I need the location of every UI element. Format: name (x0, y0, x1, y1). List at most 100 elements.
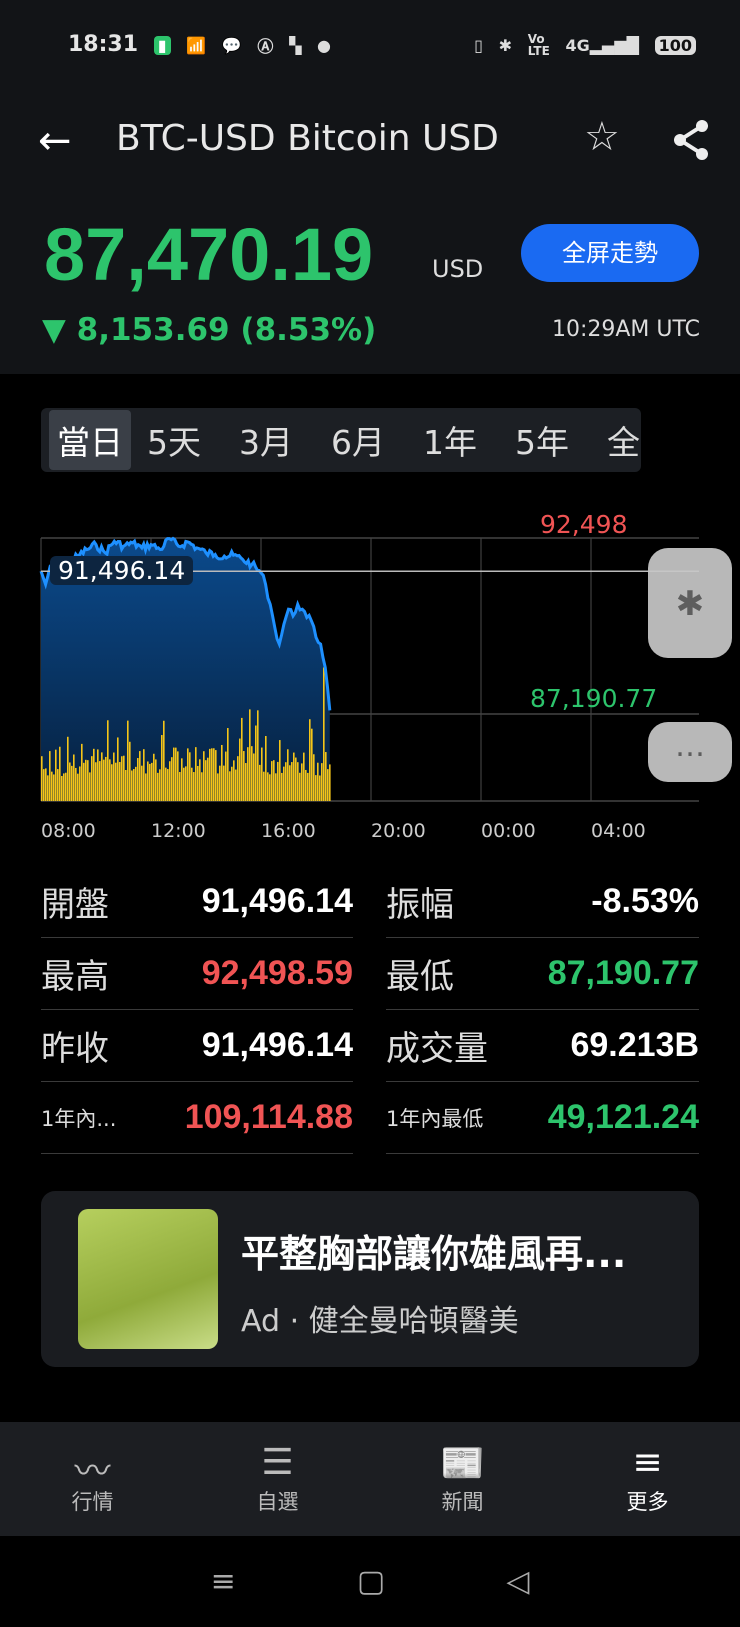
volume-bar (269, 774, 271, 801)
volume-bar (81, 743, 83, 801)
volume-bar (227, 728, 229, 801)
stat-label: 振幅 (386, 885, 454, 925)
volume-bar (317, 762, 319, 801)
volume-bar (289, 765, 291, 801)
volume-bar (113, 752, 115, 801)
volume-bar (73, 754, 75, 801)
floating-more-panel[interactable]: … (648, 722, 732, 782)
volume-bar (209, 748, 211, 801)
volume-bar (191, 767, 193, 801)
stat-value: 49,121.24 (547, 1098, 699, 1136)
nav-market[interactable]: 〰行情 (0, 1422, 185, 1536)
volume-bar (173, 747, 175, 801)
volume-bar (319, 775, 321, 801)
volume-bar (299, 772, 301, 801)
volume-bar (163, 720, 165, 801)
volume-bar (201, 772, 203, 801)
volume-bar (185, 766, 187, 801)
fullscreen-chart-button[interactable]: 全屏走勢 (521, 224, 699, 282)
volume-bar (265, 736, 267, 801)
volume-bar (253, 753, 255, 801)
stat-4: 昨收 91,496.14 (41, 1010, 353, 1082)
volume-bar (69, 762, 71, 801)
more-icon: … (675, 729, 705, 764)
share-icon[interactable] (672, 118, 712, 166)
news-icon: 📰 (440, 1443, 485, 1484)
volume-bar (239, 738, 241, 801)
volume-bar (55, 749, 57, 801)
system-nav: ≡ ▢ ◁ (0, 1536, 740, 1627)
recents-icon[interactable]: ≡ (210, 1564, 236, 1599)
tab-6m[interactable]: 6月 (331, 423, 385, 462)
status-right: ▯ ✱ Vo LTE 4G▂▄▆█ 100 (466, 32, 696, 57)
volume-bar (199, 759, 201, 801)
stat-value: 87,190.77 (547, 954, 699, 992)
tab-1d[interactable]: 當日 (49, 410, 131, 470)
x-tick-label: 00:00 (481, 820, 536, 842)
nav-watchlist[interactable]: ☰ 自選 (185, 1422, 370, 1536)
back-icon[interactable]: ◁ (506, 1564, 530, 1599)
stat-1: 振幅 -8.53% (386, 866, 699, 938)
volume-bar (241, 717, 243, 801)
volume-bar (127, 720, 129, 801)
volume-bar (75, 767, 77, 801)
volume-bar (135, 766, 137, 801)
tab-5d[interactable]: 5天 (147, 423, 201, 462)
volume-bar (273, 760, 275, 801)
volume-bar (137, 758, 139, 801)
volume-bar (141, 765, 143, 801)
floating-bluetooth-panel[interactable]: ✱ (648, 548, 732, 658)
tab-5y[interactable]: 5年 (515, 423, 569, 462)
volume-bar (313, 754, 315, 801)
stat-value: 91,496.14 (201, 882, 353, 920)
volume-bar (309, 719, 311, 801)
tab-all[interactable]: 全部 (607, 423, 641, 462)
volume-bar (297, 762, 299, 801)
dot-icon: ● (317, 35, 332, 55)
volume-bar (85, 759, 87, 801)
volume-bar (203, 751, 205, 801)
stat-label: 成交量 (386, 1029, 488, 1069)
volume-bar (57, 769, 59, 801)
tab-3m[interactable]: 3月 (239, 423, 293, 462)
ad-card[interactable]: 平整胸部讓你雄風再... Ad · 健全曼哈頓醫美 (41, 1191, 699, 1367)
volume-bar (63, 773, 65, 801)
volume-bar (65, 772, 67, 801)
volume-bar (109, 759, 111, 801)
tab-1y[interactable]: 1年 (423, 423, 477, 462)
signal-4g-icon: 4G▂▄▆█ (565, 35, 639, 55)
volume-bar (145, 773, 147, 801)
volume-bar (119, 761, 121, 801)
quote-time: 10:29AM UTC (551, 317, 700, 342)
home-icon[interactable]: ▢ (356, 1564, 386, 1599)
volume-bar (177, 751, 179, 801)
volume-bar (89, 772, 91, 801)
nav-more[interactable]: ≡ 更多 (555, 1422, 740, 1536)
volume-bar (303, 752, 305, 801)
status-time: 18:31 (68, 32, 139, 57)
stat-value: 69.213B (570, 1026, 699, 1064)
star-icon[interactable]: ☆ (584, 114, 620, 160)
volume-bar (87, 760, 89, 801)
volume-bar (323, 667, 325, 801)
stat-2: 最高 92,498.59 (41, 938, 353, 1010)
volume-bar (215, 750, 217, 801)
volume-bar (293, 752, 295, 801)
volume-bar (125, 769, 127, 801)
volume-bar (101, 752, 103, 801)
stat-label: 1年內... (41, 1106, 117, 1131)
nav-label: 新聞 (441, 1490, 484, 1514)
volume-bar (165, 767, 167, 801)
nav-news[interactable]: 📰 新聞 (370, 1422, 555, 1536)
volume-bar (115, 762, 117, 801)
volume-bar (213, 748, 215, 801)
bluetooth-icon: ✱ (498, 35, 513, 55)
volume-bar (295, 757, 297, 801)
arrow-left-icon[interactable]: ← (38, 118, 72, 164)
volume-bar (301, 763, 303, 801)
market-icon: 〰 (74, 1451, 111, 1492)
status-bar: 18:31 ▮ 📶 💬 Ⓐ ▚ ● (68, 32, 331, 57)
price-chart[interactable] (0, 500, 740, 820)
volume-bar (91, 756, 93, 801)
volume-bar (171, 757, 173, 801)
